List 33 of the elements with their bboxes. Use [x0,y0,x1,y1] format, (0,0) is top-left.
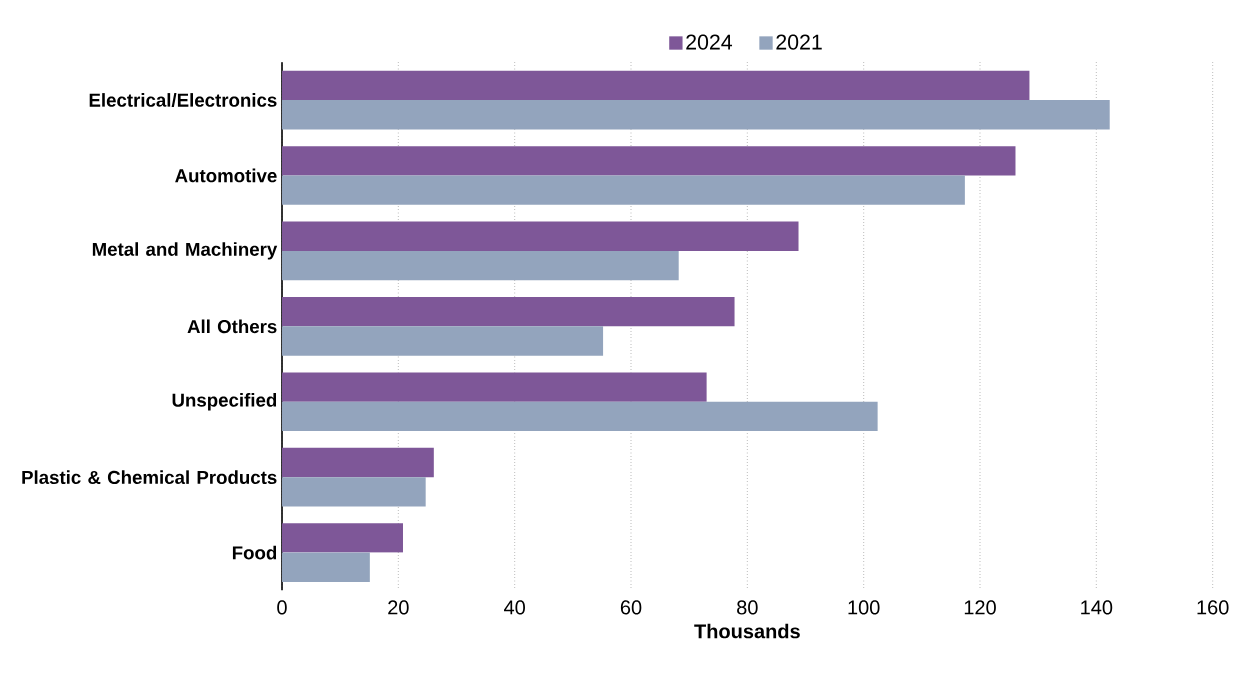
x-tick-label: 20 [388,600,409,615]
bar [282,447,434,478]
y-tick-label: Food [232,545,277,560]
x-tick-label: 40 [504,600,525,615]
x-tick-label: 80 [737,600,758,615]
x-tick-label: 0 [277,600,287,615]
x-tick-label: 100 [848,600,880,615]
bar [282,552,370,582]
y-tick-label: Plastic & Chemical Products [22,470,277,485]
x-tick-label: 160 [1197,600,1229,615]
bar [282,297,735,327]
bar [282,175,965,205]
y-tick-label: Automotive [175,168,277,183]
bar [282,401,878,432]
y-tick-label: All Others [187,319,277,334]
bar [282,523,403,553]
y-tick-label: Metal and Machinery [92,242,278,260]
legend-label: 2024 [686,34,733,50]
bar [282,146,1016,176]
bar [282,372,707,402]
legend-label: 2021 [776,34,822,50]
y-tick-label: Electrical/Electronics [89,93,277,107]
x-tick-label: 60 [620,600,642,615]
y-tick-label: Unspecified [172,393,277,411]
x-tick-label: 120 [964,600,996,615]
bar [282,326,604,356]
bar [282,250,679,281]
bar [282,477,426,507]
bar [282,70,1030,101]
x-axis-title: Thousands [694,623,800,639]
bar [282,100,1110,130]
bar [282,221,799,251]
x-tick-label: 140 [1081,600,1113,615]
